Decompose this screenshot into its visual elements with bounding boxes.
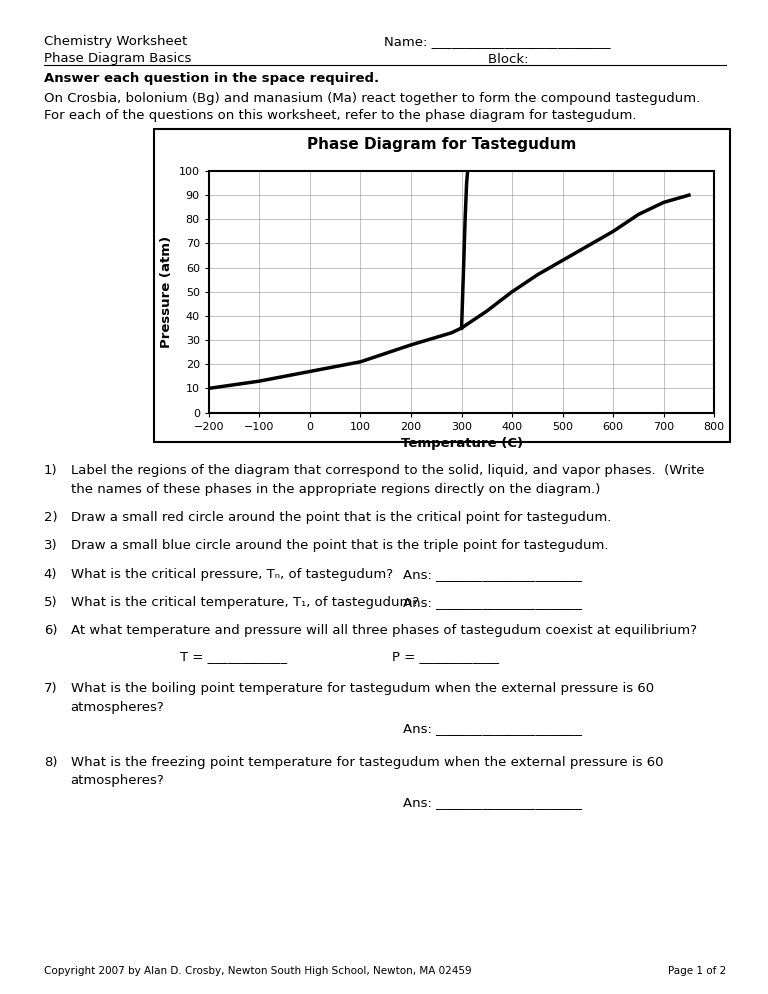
- Text: 3): 3): [44, 539, 58, 553]
- Text: 2): 2): [44, 511, 58, 524]
- Text: Phase Diagram Basics: Phase Diagram Basics: [44, 52, 191, 65]
- Text: 7): 7): [44, 682, 58, 696]
- Text: Label the regions of the diagram that correspond to the solid, liquid, and vapor: Label the regions of the diagram that co…: [71, 464, 704, 477]
- Text: For each of the questions on this worksheet, refer to the phase diagram for tast: For each of the questions on this worksh…: [44, 109, 636, 122]
- Text: 8): 8): [44, 756, 58, 769]
- Text: At what temperature and pressure will all three phases of tastegudum coexist at : At what temperature and pressure will al…: [71, 624, 697, 637]
- Text: 1): 1): [44, 464, 58, 477]
- Y-axis label: Pressure (atm): Pressure (atm): [161, 236, 174, 348]
- Text: Ans: ______________________: Ans: ______________________: [403, 595, 582, 609]
- Text: What is the critical pressure, Tₙ, of tastegudum?: What is the critical pressure, Tₙ, of ta…: [71, 568, 392, 580]
- Text: Ans: ______________________: Ans: ______________________: [403, 568, 582, 580]
- Text: atmospheres?: atmospheres?: [71, 701, 164, 714]
- X-axis label: Temperature (C): Temperature (C): [400, 437, 523, 450]
- Text: Answer each question in the space required.: Answer each question in the space requir…: [44, 72, 379, 84]
- Text: 6): 6): [44, 624, 58, 637]
- Text: Block: __________: Block: __________: [488, 52, 599, 65]
- Text: Page 1 of 2: Page 1 of 2: [667, 966, 726, 976]
- Text: the names of these phases in the appropriate regions directly on the diagram.): the names of these phases in the appropr…: [71, 482, 600, 496]
- Text: Draw a small red circle around the point that is the critical point for tastegud: Draw a small red circle around the point…: [71, 511, 611, 524]
- Text: What is the freezing point temperature for tastegudum when the external pressure: What is the freezing point temperature f…: [71, 756, 663, 769]
- Text: What is the critical temperature, T₁, of tastegudum?: What is the critical temperature, T₁, of…: [71, 595, 419, 609]
- Text: What is the boiling point temperature for tastegudum when the external pressure : What is the boiling point temperature fo…: [71, 682, 654, 696]
- Text: P = ____________: P = ____________: [392, 650, 498, 663]
- Text: atmospheres?: atmospheres?: [71, 774, 164, 787]
- Text: 4): 4): [44, 568, 58, 580]
- Text: T = ____________: T = ____________: [180, 650, 287, 663]
- Text: Draw a small blue circle around the point that is the triple point for tastegudu: Draw a small blue circle around the poin…: [71, 539, 608, 553]
- Text: On Crosbia, bolonium (Bg) and manasium (Ma) react together to form the compound : On Crosbia, bolonium (Bg) and manasium (…: [44, 92, 700, 105]
- Text: Phase Diagram for Tastegudum: Phase Diagram for Tastegudum: [307, 137, 576, 152]
- Text: Name: ___________________________: Name: ___________________________: [384, 35, 611, 48]
- Bar: [154, 129, 730, 442]
- Text: Ans: ______________________: Ans: ______________________: [403, 722, 582, 735]
- Text: Copyright 2007 by Alan D. Crosby, Newton South High School, Newton, MA 02459: Copyright 2007 by Alan D. Crosby, Newton…: [44, 966, 472, 976]
- Text: 5): 5): [44, 595, 58, 609]
- Text: Chemistry Worksheet: Chemistry Worksheet: [44, 35, 187, 48]
- Text: Ans: ______________________: Ans: ______________________: [403, 796, 582, 809]
